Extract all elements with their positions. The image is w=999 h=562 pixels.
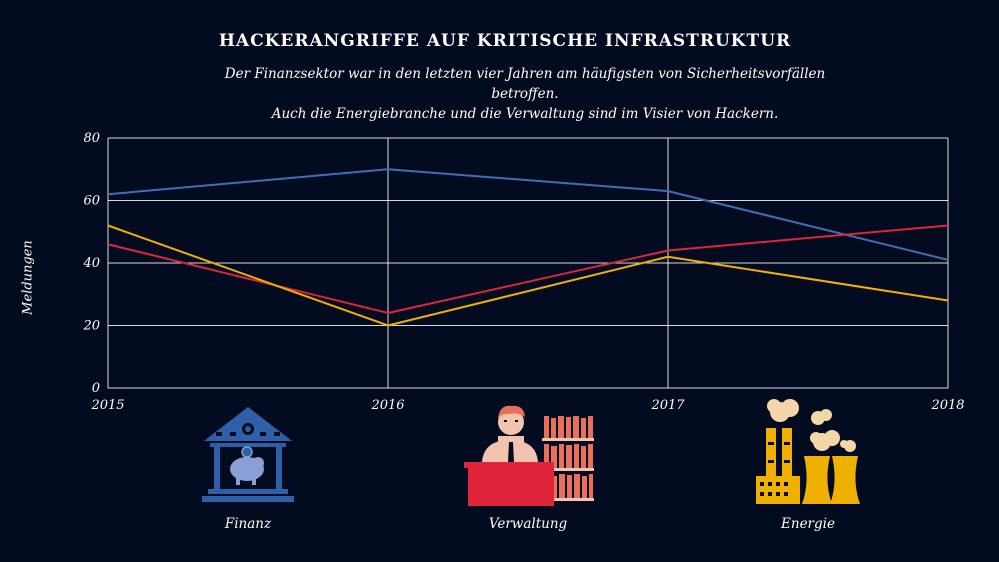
y-tick-label: 60	[83, 194, 100, 209]
icon-label-finanz: Finanz	[224, 516, 272, 532]
icon-label-energie: Energie	[781, 516, 835, 532]
chart-subtitle: Der Finanzsektor war in den letzten vier…	[200, 64, 850, 124]
subtitle-line-2: Auch die Energiebranche und die Verwaltu…	[271, 106, 779, 122]
series-line-finanz	[107, 168, 949, 261]
icon-label-verwaltung: Verwaltung	[488, 516, 568, 532]
chart-grid	[107, 137, 949, 389]
x-tick-label: 2016	[370, 398, 404, 413]
series-line-verwaltung	[107, 224, 949, 314]
x-tick-label: 2017	[650, 398, 685, 413]
bank-piggy-icon	[202, 407, 294, 502]
subtitle-line-1: Der Finanzsektor war in den letzten vier…	[224, 66, 826, 102]
x-tick-label: 2018	[930, 398, 964, 413]
y-tick-label: 20	[82, 319, 100, 334]
y-tick-label: 0	[92, 381, 100, 396]
x-tick-label: 2015	[90, 398, 124, 413]
y-tick-label: 80	[83, 131, 100, 146]
power-plant-icon	[756, 399, 860, 504]
y-tick-label: 40	[82, 256, 100, 271]
chart-lines	[107, 168, 949, 327]
series-line-energie	[107, 224, 949, 327]
clerk-desk-icon	[464, 405, 594, 506]
chart-title: HACKERANGRIFFE AUF KRITISCHE INFRASTRUKT…	[218, 31, 792, 51]
chart-ticks: 0 20 40 60 80 2015 2016 2017 2018	[82, 131, 964, 413]
